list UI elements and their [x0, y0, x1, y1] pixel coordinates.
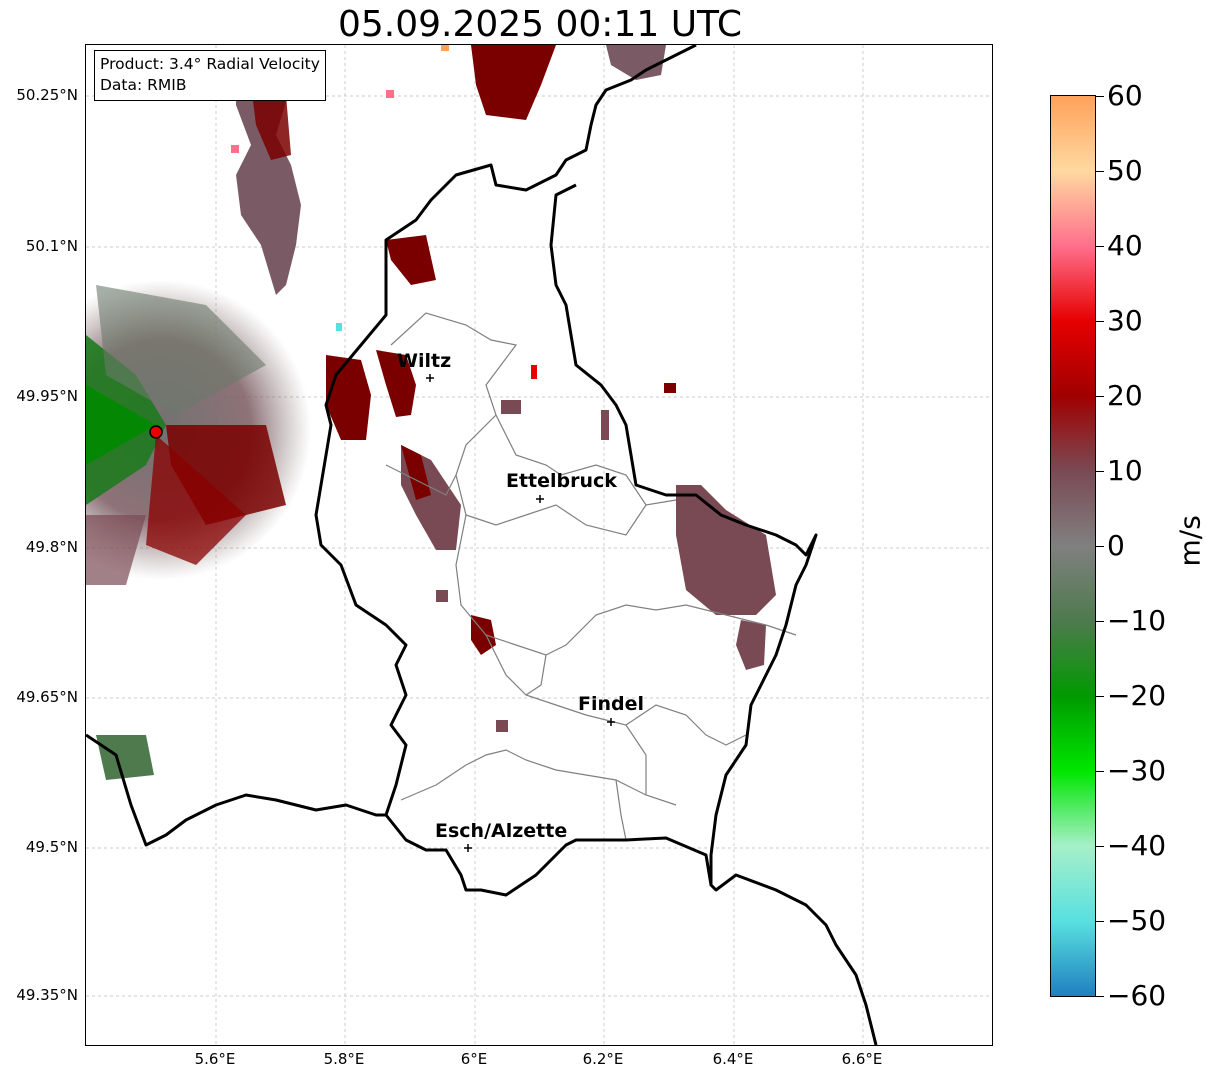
- city-marker-findel: [607, 718, 615, 726]
- colorbar: [1050, 95, 1096, 997]
- velocity-echoes: [96, 45, 776, 780]
- data-source-label: Data: RMIB: [100, 76, 187, 94]
- colorbar-tick-label: −40: [1107, 829, 1167, 862]
- colorbar-tick-label: −50: [1107, 904, 1167, 937]
- lon-tick-label: 6.4°E: [712, 1050, 754, 1068]
- radar-echo-cluster: [86, 280, 311, 585]
- colorbar-tick: [1096, 471, 1104, 472]
- map-area[interactable]: [85, 44, 993, 1046]
- lat-tick-label: 50.1°N: [25, 237, 78, 255]
- colorbar-tick: [1096, 246, 1104, 247]
- colorbar-tick: [1096, 321, 1104, 322]
- colorbar-tick: [1096, 846, 1104, 847]
- map-title: 05.09.2025 00:11 UTC: [337, 4, 743, 45]
- colorbar-tick-label: 30: [1107, 304, 1143, 337]
- colorbar-tick-label: 60: [1107, 79, 1143, 112]
- lat-tick-label: 49.65°N: [16, 688, 78, 706]
- colorbar-tick-label: −20: [1107, 679, 1167, 712]
- colorbar-unit-label: m/s: [1173, 515, 1207, 567]
- city-label-esch: Esch/Alzette: [435, 820, 568, 842]
- colorbar-tick: [1096, 546, 1104, 547]
- lon-tick-label: 5.8°E: [323, 1050, 365, 1068]
- colorbar-tick: [1096, 396, 1104, 397]
- city-marker-esch: [464, 844, 472, 852]
- colorbar-tick-label: 50: [1107, 154, 1143, 187]
- lat-tick-label: 49.5°N: [25, 838, 78, 856]
- lat-tick-label: 49.8°N: [25, 538, 78, 556]
- colorbar-tick-label: −10: [1107, 604, 1167, 637]
- radar-site-marker: [149, 425, 163, 439]
- lon-tick-label: 6.2°E: [582, 1050, 624, 1068]
- colorbar-tick: [1096, 621, 1104, 622]
- city-label-wiltz: Wiltz: [397, 350, 452, 372]
- radar-map: [86, 45, 992, 1045]
- lon-tick-label: 5.6°E: [194, 1050, 236, 1068]
- city-label-findel: Findel: [578, 693, 645, 715]
- colorbar-tick: [1096, 996, 1104, 997]
- colorbar-tick: [1096, 96, 1104, 97]
- colorbar-tick: [1096, 696, 1104, 697]
- commune-borders: [385, 312, 797, 841]
- colorbar-tick: [1096, 921, 1104, 922]
- lon-tick-label: 6.6°E: [841, 1050, 883, 1068]
- markers: [149, 374, 615, 852]
- lon-tick-label: 6°E: [460, 1050, 488, 1068]
- colorbar-tick-label: −60: [1107, 979, 1167, 1012]
- colorbar-tick: [1096, 171, 1104, 172]
- lat-tick-label: 49.35°N: [16, 986, 78, 1004]
- colorbar-tick: [1096, 771, 1104, 772]
- lat-tick-label: 49.95°N: [16, 387, 78, 405]
- colorbar-tick-label: −30: [1107, 754, 1167, 787]
- city-marker-ettelbruck: [536, 495, 544, 503]
- product-info-box: Product: 3.4° Radial Velocity Data: RMIB: [94, 50, 326, 101]
- colorbar-tick-label: 40: [1107, 229, 1143, 262]
- country-borders: [86, 45, 878, 1045]
- city-label-ettelbruck: Ettelbruck: [506, 470, 617, 492]
- product-label: Product: 3.4° Radial Velocity: [100, 55, 320, 73]
- colorbar-tick-label: 10: [1107, 454, 1143, 487]
- colorbar-tick-label: 20: [1107, 379, 1143, 412]
- city-marker-wiltz: [426, 374, 434, 382]
- lat-tick-label: 50.25°N: [16, 86, 78, 104]
- colorbar-tick-label: 0: [1107, 529, 1125, 562]
